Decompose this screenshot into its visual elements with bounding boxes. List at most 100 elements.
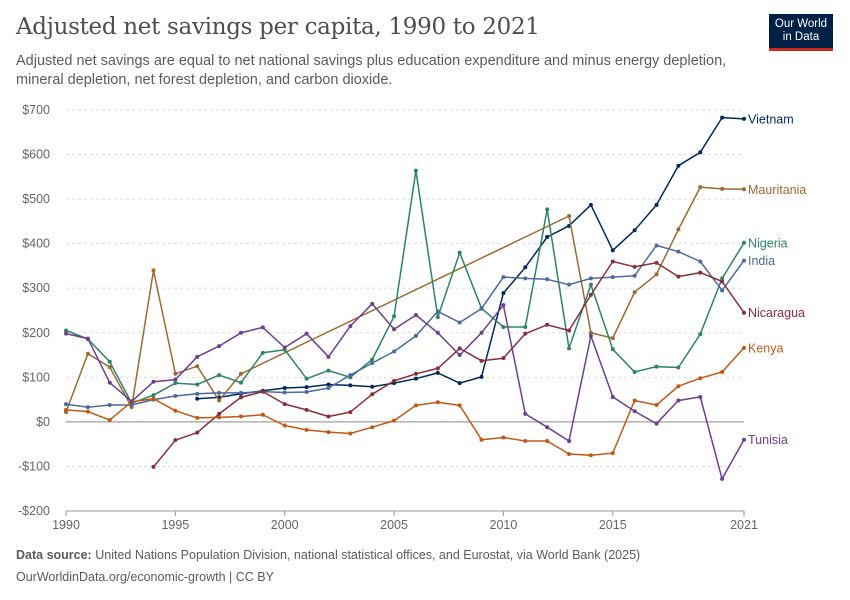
data-point-kenya[interactable] — [326, 430, 331, 435]
data-point-nigeria[interactable] — [545, 207, 550, 212]
data-point-mauritania[interactable] — [610, 336, 615, 341]
data-point-kenya[interactable] — [545, 439, 550, 444]
data-point-nigeria[interactable] — [238, 380, 243, 385]
data-point-nigeria[interactable] — [742, 240, 746, 245]
data-point-nigeria[interactable] — [457, 250, 462, 255]
data-point-nigeria[interactable] — [107, 359, 112, 364]
series-kenya[interactable] — [64, 345, 746, 458]
series-line-tunisia[interactable] — [65, 303, 745, 480]
data-point-kenya[interactable] — [588, 453, 593, 458]
data-point-vietnam[interactable] — [610, 248, 615, 253]
data-point-mauritania[interactable] — [107, 365, 112, 370]
data-point-tunisia[interactable] — [217, 344, 222, 349]
data-point-nicaragua[interactable] — [588, 292, 593, 297]
data-point-kenya[interactable] — [567, 451, 572, 456]
data-point-tunisia[interactable] — [610, 394, 615, 399]
data-point-kenya[interactable] — [720, 369, 725, 374]
data-point-mauritania[interactable] — [742, 187, 746, 192]
data-point-tunisia[interactable] — [173, 377, 178, 382]
data-point-nigeria[interactable] — [435, 315, 440, 320]
data-point-india[interactable] — [173, 394, 178, 399]
data-point-tunisia[interactable] — [370, 301, 375, 306]
data-point-mauritania[interactable] — [217, 398, 222, 403]
data-point-vietnam[interactable] — [479, 374, 484, 379]
data-point-vietnam[interactable] — [545, 234, 550, 239]
data-point-nicaragua[interactable] — [457, 346, 462, 351]
data-point-mauritania[interactable] — [567, 214, 572, 219]
data-point-kenya[interactable] — [282, 423, 287, 428]
data-point-nigeria[interactable] — [501, 324, 506, 329]
data-point-vietnam[interactable] — [195, 396, 200, 401]
data-point-vietnam[interactable] — [698, 150, 703, 155]
data-point-nicaragua[interactable] — [392, 378, 397, 383]
series-nicaragua[interactable] — [151, 259, 746, 469]
data-point-tunisia[interactable] — [457, 353, 462, 358]
data-point-nicaragua[interactable] — [348, 410, 353, 415]
data-point-tunisia[interactable] — [129, 399, 134, 404]
data-point-nicaragua[interactable] — [720, 279, 725, 284]
data-point-nigeria[interactable] — [654, 364, 659, 369]
data-point-india[interactable] — [479, 306, 484, 311]
data-point-india[interactable] — [632, 273, 637, 278]
data-point-nigeria[interactable] — [588, 282, 593, 287]
data-point-india[interactable] — [304, 390, 309, 395]
data-point-tunisia[interactable] — [392, 327, 397, 332]
data-point-kenya[interactable] — [610, 451, 615, 456]
data-point-mauritania[interactable] — [588, 330, 593, 335]
data-point-vietnam[interactable] — [370, 384, 375, 389]
data-point-nicaragua[interactable] — [195, 430, 200, 435]
data-point-india[interactable] — [435, 309, 440, 314]
data-point-tunisia[interactable] — [413, 312, 418, 317]
data-point-vietnam[interactable] — [720, 115, 725, 120]
data-point-tunisia[interactable] — [632, 409, 637, 414]
data-point-nigeria[interactable] — [632, 369, 637, 374]
data-point-vietnam[interactable] — [501, 291, 506, 296]
data-point-tunisia[interactable] — [326, 354, 331, 359]
series-tunisia[interactable] — [64, 301, 746, 481]
data-point-india[interactable] — [523, 276, 528, 281]
data-point-vietnam[interactable] — [632, 228, 637, 233]
data-point-india[interactable] — [282, 390, 287, 395]
data-point-tunisia[interactable] — [654, 421, 659, 426]
data-point-nigeria[interactable] — [64, 328, 68, 333]
data-point-vietnam[interactable] — [742, 116, 746, 121]
data-point-nicaragua[interactable] — [173, 438, 178, 443]
data-point-vietnam[interactable] — [457, 381, 462, 386]
data-point-india[interactable] — [720, 288, 725, 293]
data-point-india[interactable] — [545, 277, 550, 282]
data-point-tunisia[interactable] — [720, 476, 725, 481]
data-point-tunisia[interactable] — [195, 354, 200, 359]
data-point-tunisia[interactable] — [567, 439, 572, 444]
data-point-tunisia[interactable] — [742, 437, 746, 442]
data-point-nigeria[interactable] — [151, 393, 156, 398]
data-point-nigeria[interactable] — [610, 347, 615, 352]
data-point-mauritania[interactable] — [151, 268, 156, 273]
data-point-nicaragua[interactable] — [282, 402, 287, 407]
owid-logo[interactable]: Our World in Data — [769, 14, 833, 51]
data-point-tunisia[interactable] — [545, 425, 550, 430]
data-point-kenya[interactable] — [151, 396, 156, 401]
data-point-nigeria[interactable] — [304, 376, 309, 381]
data-point-india[interactable] — [238, 390, 243, 395]
data-point-mauritania[interactable] — [698, 185, 703, 190]
data-point-india[interactable] — [370, 361, 375, 366]
data-point-nicaragua[interactable] — [151, 464, 156, 469]
data-point-tunisia[interactable] — [282, 345, 287, 350]
data-point-nicaragua[interactable] — [217, 411, 222, 416]
series-nigeria[interactable] — [64, 168, 746, 406]
data-point-kenya[interactable] — [501, 435, 506, 440]
data-point-tunisia[interactable] — [151, 379, 156, 384]
data-point-kenya[interactable] — [523, 439, 528, 444]
data-point-india[interactable] — [217, 390, 222, 395]
data-point-mauritania[interactable] — [85, 351, 90, 356]
data-point-mauritania[interactable] — [173, 371, 178, 376]
data-point-india[interactable] — [85, 405, 90, 410]
series-line-vietnam[interactable] — [197, 116, 745, 400]
data-point-kenya[interactable] — [392, 418, 397, 423]
data-point-kenya[interactable] — [632, 398, 637, 403]
data-point-nigeria[interactable] — [567, 346, 572, 351]
data-point-nigeria[interactable] — [326, 368, 331, 373]
data-point-mauritania[interactable] — [632, 290, 637, 295]
data-point-india[interactable] — [107, 402, 112, 407]
data-point-vietnam[interactable] — [304, 385, 309, 390]
